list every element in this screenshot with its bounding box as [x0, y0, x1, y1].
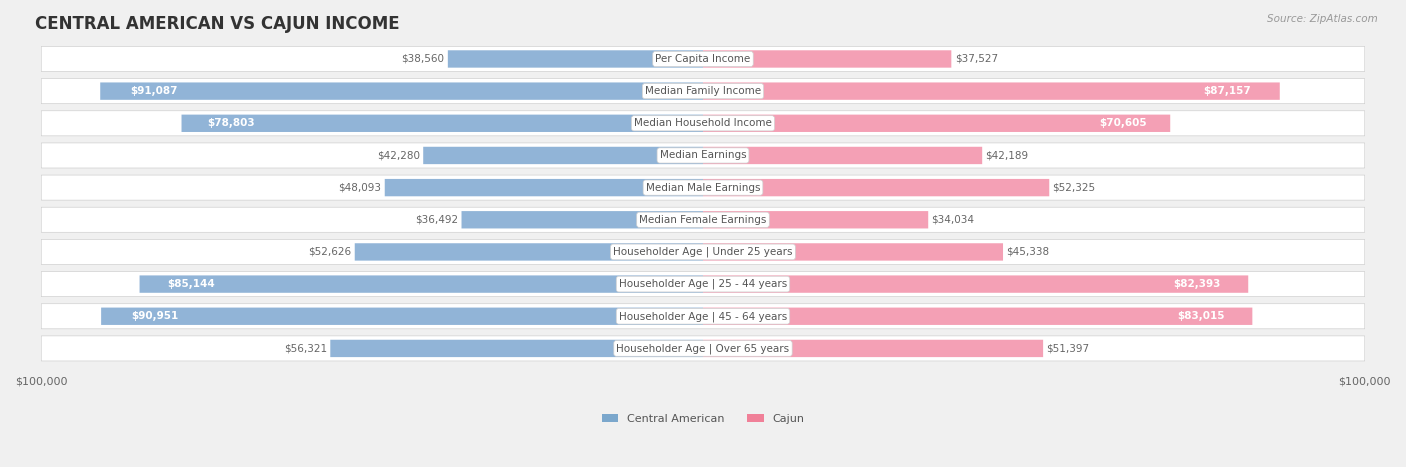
Text: $82,393: $82,393 [1174, 279, 1220, 289]
FancyBboxPatch shape [41, 78, 1365, 104]
FancyBboxPatch shape [354, 243, 703, 261]
Text: $85,144: $85,144 [167, 279, 215, 289]
Text: Median Family Income: Median Family Income [645, 86, 761, 96]
Text: $83,015: $83,015 [1177, 311, 1225, 321]
Text: $56,321: $56,321 [284, 343, 328, 354]
Text: CENTRAL AMERICAN VS CAJUN INCOME: CENTRAL AMERICAN VS CAJUN INCOME [35, 15, 399, 33]
FancyBboxPatch shape [330, 340, 703, 357]
FancyBboxPatch shape [101, 308, 703, 325]
FancyBboxPatch shape [703, 211, 928, 228]
FancyBboxPatch shape [703, 276, 1249, 293]
FancyBboxPatch shape [139, 276, 703, 293]
FancyBboxPatch shape [41, 207, 1365, 232]
Text: $38,560: $38,560 [402, 54, 444, 64]
FancyBboxPatch shape [461, 211, 703, 228]
Text: $42,280: $42,280 [377, 150, 420, 161]
Text: Householder Age | Under 25 years: Householder Age | Under 25 years [613, 247, 793, 257]
FancyBboxPatch shape [41, 175, 1365, 200]
FancyBboxPatch shape [703, 83, 1279, 100]
FancyBboxPatch shape [703, 50, 952, 68]
FancyBboxPatch shape [100, 83, 703, 100]
FancyBboxPatch shape [449, 50, 703, 68]
Text: Source: ZipAtlas.com: Source: ZipAtlas.com [1267, 14, 1378, 24]
FancyBboxPatch shape [703, 114, 1170, 132]
Text: Median Female Earnings: Median Female Earnings [640, 215, 766, 225]
Text: $36,492: $36,492 [415, 215, 458, 225]
FancyBboxPatch shape [41, 271, 1365, 297]
Text: $52,325: $52,325 [1053, 183, 1095, 192]
FancyBboxPatch shape [703, 179, 1049, 196]
Text: $90,951: $90,951 [131, 311, 179, 321]
FancyBboxPatch shape [703, 308, 1253, 325]
Text: $34,034: $34,034 [932, 215, 974, 225]
Text: Per Capita Income: Per Capita Income [655, 54, 751, 64]
Text: $42,189: $42,189 [986, 150, 1029, 161]
Text: $48,093: $48,093 [339, 183, 381, 192]
FancyBboxPatch shape [41, 111, 1365, 136]
FancyBboxPatch shape [41, 143, 1365, 168]
FancyBboxPatch shape [385, 179, 703, 196]
FancyBboxPatch shape [41, 46, 1365, 71]
Text: Median Earnings: Median Earnings [659, 150, 747, 161]
FancyBboxPatch shape [703, 243, 1002, 261]
Text: $91,087: $91,087 [131, 86, 179, 96]
FancyBboxPatch shape [41, 336, 1365, 361]
Text: $45,338: $45,338 [1007, 247, 1049, 257]
FancyBboxPatch shape [703, 147, 983, 164]
FancyBboxPatch shape [703, 340, 1043, 357]
Text: Householder Age | Over 65 years: Householder Age | Over 65 years [616, 343, 790, 354]
Text: Median Male Earnings: Median Male Earnings [645, 183, 761, 192]
Text: $37,527: $37,527 [955, 54, 998, 64]
FancyBboxPatch shape [41, 240, 1365, 264]
Legend: Central American, Cajun: Central American, Cajun [598, 409, 808, 428]
Text: $52,626: $52,626 [308, 247, 352, 257]
Text: $87,157: $87,157 [1204, 86, 1251, 96]
Text: Householder Age | 45 - 64 years: Householder Age | 45 - 64 years [619, 311, 787, 321]
Text: $51,397: $51,397 [1046, 343, 1090, 354]
FancyBboxPatch shape [41, 304, 1365, 329]
Text: $78,803: $78,803 [208, 118, 256, 128]
Text: Median Household Income: Median Household Income [634, 118, 772, 128]
FancyBboxPatch shape [423, 147, 703, 164]
FancyBboxPatch shape [181, 114, 703, 132]
Text: Householder Age | 25 - 44 years: Householder Age | 25 - 44 years [619, 279, 787, 290]
Text: $70,605: $70,605 [1099, 118, 1147, 128]
